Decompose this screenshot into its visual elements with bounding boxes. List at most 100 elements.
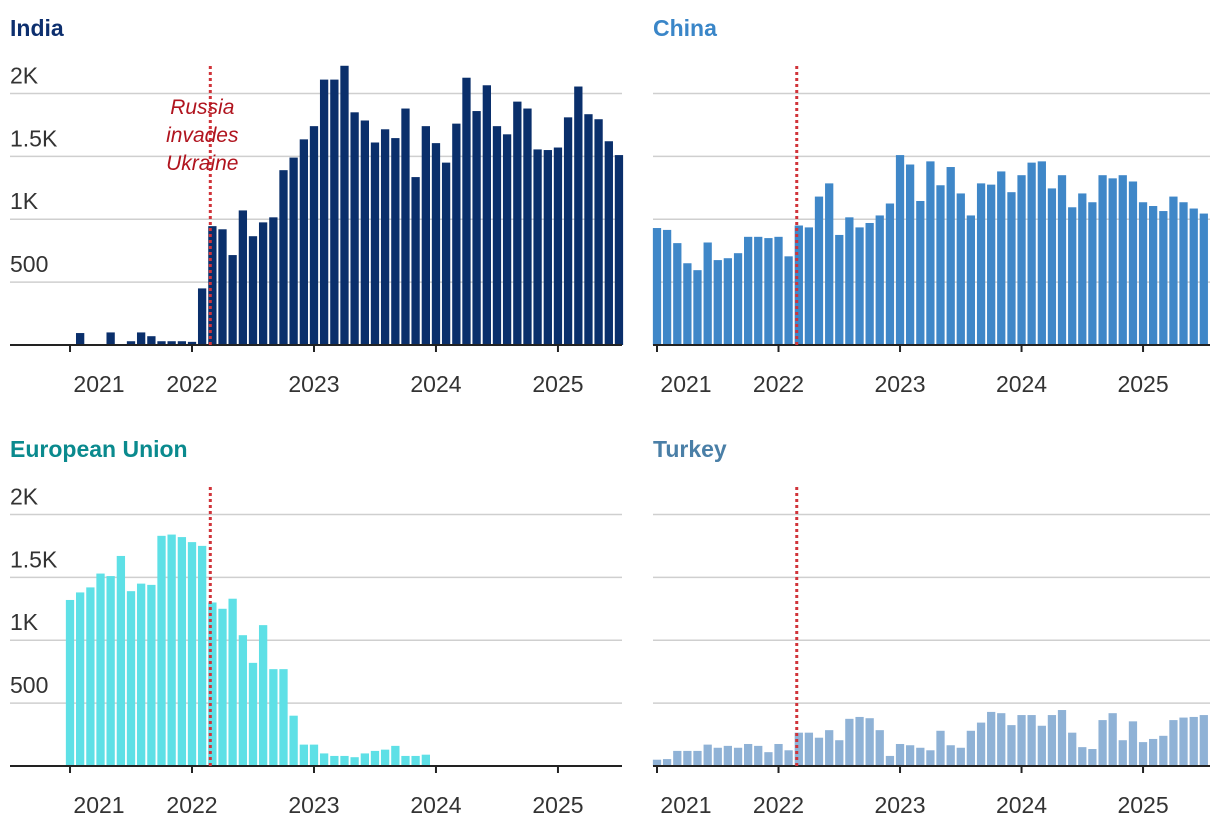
bar [987,184,996,345]
x-tick-label: 2021 [660,792,711,818]
bar [1007,192,1016,345]
bar [391,745,400,766]
bar [733,253,743,345]
bar [197,545,207,766]
y-tick-label: 1.5K [10,125,58,151]
bar [855,716,864,766]
bar [784,750,793,766]
bar [926,161,935,345]
bar [380,749,390,766]
bar [814,196,824,345]
bar [804,227,814,345]
bar [472,111,481,345]
bar [309,744,319,766]
x-tick-label: 2022 [753,792,804,818]
bar [157,535,166,766]
bar [895,155,905,345]
bar [673,243,682,345]
bar [380,129,390,345]
bar [1108,178,1117,345]
bar [713,260,722,345]
bar [865,222,874,345]
y-tick-label: 1K [10,609,39,635]
bar [662,759,672,766]
bar [703,242,712,345]
bar [1057,175,1067,345]
bar [1138,742,1148,766]
bar [1138,202,1148,345]
bar [936,730,945,766]
bar [885,755,895,766]
bar [966,215,976,345]
bar [956,193,965,345]
panel-title: India [10,15,64,41]
bar [1148,206,1158,345]
bar [966,730,976,766]
bar [147,336,156,345]
bar [208,226,217,345]
bar [116,555,126,766]
bar [1169,720,1178,766]
bar [411,755,420,766]
bar [177,341,187,345]
bar [533,149,542,345]
bar [946,745,955,766]
x-tick-label: 2022 [166,792,217,818]
bar [421,126,430,345]
bar [401,755,410,766]
bar [794,225,803,345]
y-tick-label: 2K [10,483,39,509]
bar [895,743,905,766]
bar [1098,720,1107,766]
bar [360,120,370,345]
bar [835,234,844,345]
bar [370,142,380,345]
bar [553,147,563,345]
bar [126,591,136,766]
bar [157,341,166,345]
bar [604,141,613,345]
bar [86,587,95,766]
bar [136,583,146,766]
panel-title: European Union [10,436,188,462]
bar [513,101,522,346]
bar [299,139,309,345]
bar [865,718,874,766]
annotation: Russia [170,96,234,119]
bar [330,79,339,345]
bar [431,143,441,345]
bar [784,256,793,345]
bar [126,341,136,345]
bar [1047,715,1057,766]
y-tick-label: 500 [10,672,48,698]
bar [825,183,834,345]
bar [75,592,85,766]
x-tick-label: 2023 [874,792,925,818]
bar [814,737,824,766]
bar [1189,716,1198,766]
bar [563,117,573,345]
bar [248,662,258,766]
x-tick-label: 2024 [410,792,461,818]
bar [462,77,471,345]
bar [997,171,1006,345]
bar [825,730,834,766]
bar [774,743,783,766]
bar [713,747,722,766]
bar [340,65,349,346]
bar [1017,175,1026,345]
bar [187,341,197,345]
bar [218,229,227,345]
x-tick-label: 2025 [1117,792,1168,818]
bar [228,255,237,345]
bar [976,722,986,766]
bar [401,108,410,345]
bar [319,79,329,345]
bar [167,341,176,345]
bar [764,752,773,766]
bar [147,584,156,766]
bar [693,270,702,345]
y-tick-label: 1.5K [10,546,58,572]
bar [482,85,491,345]
